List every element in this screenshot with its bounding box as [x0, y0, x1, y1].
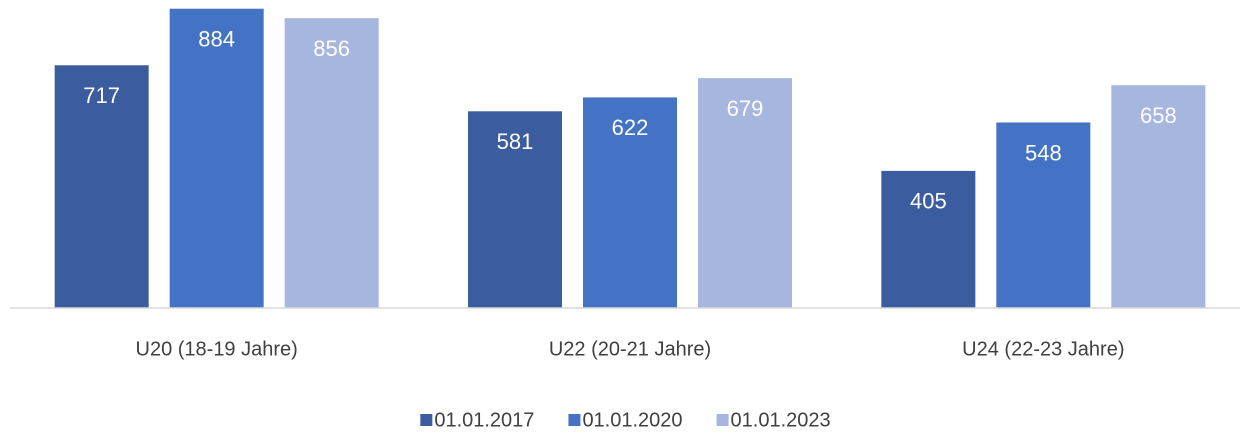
value-label: 717 — [83, 83, 120, 108]
value-label: 679 — [727, 96, 764, 121]
value-label: 884 — [198, 27, 235, 52]
bar — [583, 97, 677, 308]
x-tick-label: U24 (22-23 Jahre) — [962, 338, 1124, 360]
value-label: 622 — [612, 115, 649, 140]
bar — [881, 170, 976, 308]
legend-swatch — [568, 414, 581, 426]
value-label: 581 — [497, 129, 534, 154]
legend-label: 01.01.2020 — [582, 409, 682, 431]
bar — [996, 122, 1091, 308]
value-label: 548 — [1025, 140, 1062, 165]
legend-label: 01.01.2023 — [731, 409, 831, 431]
bar — [468, 111, 562, 308]
bar — [1111, 85, 1206, 309]
x-tick-label: U22 (20-21 Jahre) — [549, 338, 711, 360]
legend-swatch — [420, 414, 433, 426]
bar — [54, 65, 149, 308]
x-tick-label: U20 (18-19 Jahre) — [136, 338, 298, 360]
value-label: 658 — [1140, 103, 1177, 128]
bar — [698, 78, 792, 308]
bar — [284, 18, 379, 309]
legend-swatch — [716, 414, 729, 426]
value-label: 405 — [910, 189, 947, 214]
legend-label: 01.01.2017 — [434, 409, 534, 431]
bar — [169, 8, 264, 308]
value-label: 856 — [313, 36, 350, 61]
